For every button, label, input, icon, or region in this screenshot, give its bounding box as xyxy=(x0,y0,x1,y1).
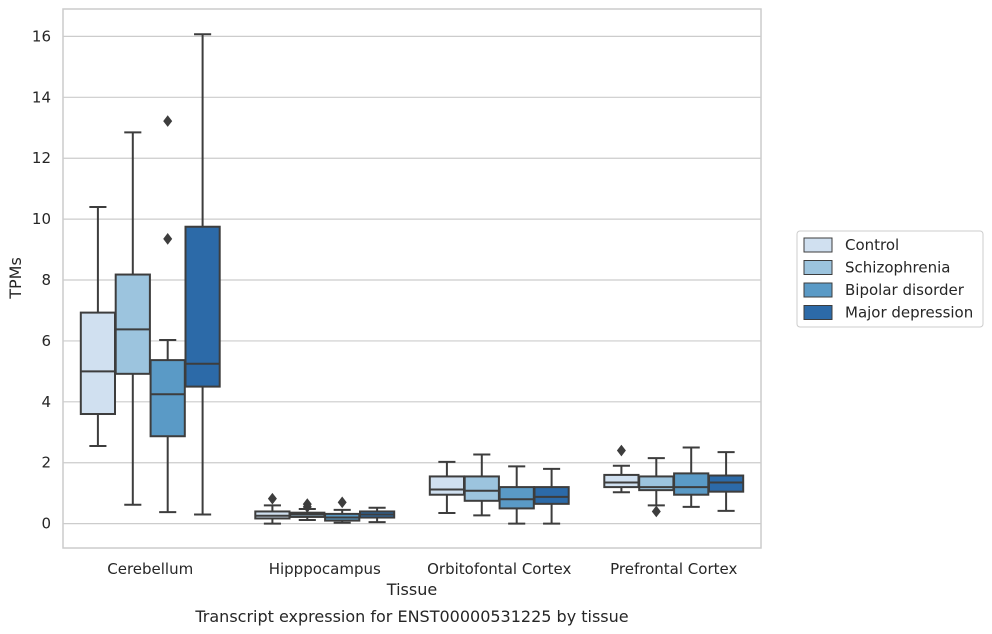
box xyxy=(463,475,500,502)
box-group xyxy=(707,451,745,512)
box-group xyxy=(533,467,570,525)
x-tick-label: Cerebellum xyxy=(107,560,193,578)
box-group xyxy=(79,205,117,447)
outlier-point xyxy=(163,115,173,127)
x-axis-label: Tissue xyxy=(386,580,437,599)
legend: Control Schizophrenia Bipolar disorder Majo… xyxy=(796,230,984,328)
box-group xyxy=(463,453,500,517)
legend-label: Bipolar disorder xyxy=(845,281,965,299)
y-tick-labels: 0 2 4 6 8 10 12 14 16 xyxy=(32,27,51,532)
outlier-point xyxy=(616,444,626,457)
legend-label: Schizophrenia xyxy=(845,259,950,277)
outlier-point xyxy=(163,233,173,245)
x-tick-label: Hipppocampus xyxy=(269,560,381,578)
box xyxy=(707,474,745,493)
outlier-point xyxy=(302,498,312,510)
y-axis-label: TPMs xyxy=(6,257,25,300)
box-group xyxy=(638,457,675,518)
box-group xyxy=(184,33,221,516)
box-group xyxy=(603,444,640,494)
legend-swatch xyxy=(803,237,833,253)
box-group xyxy=(673,446,710,508)
box-group xyxy=(254,492,291,525)
legend-swatch xyxy=(803,305,833,320)
legend-label: Major depression xyxy=(845,304,973,322)
y-tick-label: 6 xyxy=(41,332,51,350)
box xyxy=(114,273,151,375)
box-group xyxy=(358,506,396,524)
outlier-point xyxy=(267,492,277,505)
box-group xyxy=(324,496,361,524)
box-group xyxy=(149,115,186,514)
box xyxy=(428,475,466,496)
x-tick-labels: Cerebellum Hipppocampus Orbitofontal Corte… xyxy=(107,560,737,578)
box xyxy=(533,486,570,505)
y-tick-label: 16 xyxy=(32,27,51,45)
legend-items: Control Schizophrenia Bipolar disorder Majo… xyxy=(803,236,973,322)
plot-frame xyxy=(62,8,762,549)
box xyxy=(184,225,221,388)
y-tick-label: 0 xyxy=(41,515,51,533)
y-tick-label: 10 xyxy=(32,210,51,228)
box-group xyxy=(289,498,326,521)
box-group xyxy=(114,131,151,506)
legend-label: Control xyxy=(845,236,899,254)
box xyxy=(149,359,186,438)
y-tick-label: 14 xyxy=(32,88,51,106)
box xyxy=(673,472,710,496)
legend-frame xyxy=(796,230,984,328)
y-tick-label: 12 xyxy=(32,149,51,167)
box xyxy=(603,473,640,489)
box-group xyxy=(498,465,535,525)
box-group xyxy=(428,460,466,514)
boxes xyxy=(79,33,745,525)
legend-swatch xyxy=(803,282,833,298)
box xyxy=(79,311,117,416)
chart-caption: Transcript expression for ENST0000053122… xyxy=(194,607,628,626)
x-tick-label: Prefrontal Cortex xyxy=(610,560,737,578)
box xyxy=(498,486,535,510)
outlier-point xyxy=(337,496,347,509)
outlier-point xyxy=(651,505,661,518)
x-tick-label: Orbitofontal Cortex xyxy=(427,560,571,578)
y-tick-label: 2 xyxy=(41,454,51,472)
legend-swatch xyxy=(803,260,833,275)
y-tick-label: 8 xyxy=(41,271,51,289)
y-tick-label: 4 xyxy=(41,393,51,411)
